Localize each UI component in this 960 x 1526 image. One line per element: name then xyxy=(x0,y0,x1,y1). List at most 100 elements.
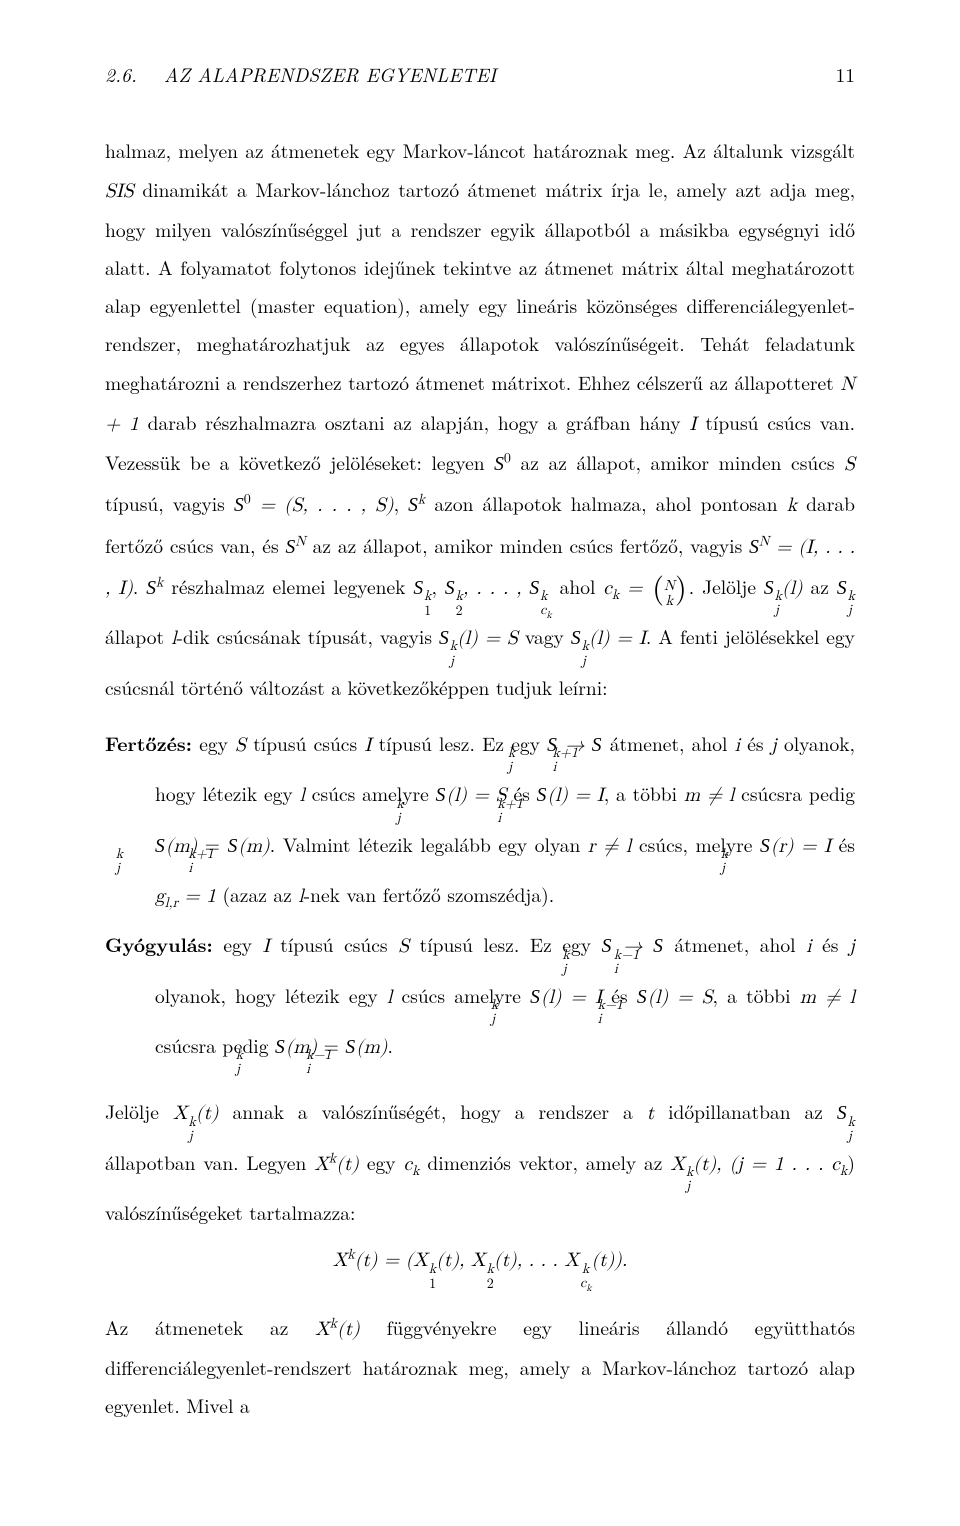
text-es2: és xyxy=(831,830,855,858)
math-g2: S xyxy=(653,936,663,957)
text: az xyxy=(803,572,837,600)
text: időpillanatban az xyxy=(654,1097,837,1125)
supsub-kj2: kj xyxy=(848,589,855,617)
supsub-kj4: kj xyxy=(582,639,589,667)
tail-paragraph-2: Az átmenetek az Xk(t) függvényekre egy l… xyxy=(105,1308,855,1425)
math-Xk-tail: X xyxy=(315,1319,330,1339)
math-rlneq-f: r ≠ l xyxy=(588,836,631,856)
math-SNb: S xyxy=(749,537,759,558)
math-g3: S xyxy=(530,987,540,1008)
math-S0: S xyxy=(494,454,504,475)
sup-k-tail: k xyxy=(330,1316,337,1330)
math-S: S xyxy=(844,454,855,474)
text: egy xyxy=(359,1148,403,1176)
math-eqI-f4: = I xyxy=(568,785,604,805)
math-Xk: X xyxy=(314,1154,329,1174)
math-pl-f4: (l) xyxy=(547,785,568,805)
math-d-eq: (t) = (X xyxy=(355,1250,428,1270)
text: típusú csúcs xyxy=(270,930,399,958)
math-pt-tail: (t) xyxy=(337,1319,360,1339)
text: átmenet, ahol xyxy=(603,729,735,757)
text: . Valmint létezik legalább egy olyan xyxy=(270,830,588,858)
math-Sk1: S xyxy=(413,578,423,599)
supsub-t1: kj xyxy=(188,1115,195,1143)
text: dimenziós vektor, amely az xyxy=(420,1148,671,1176)
text: , a többi xyxy=(604,779,684,807)
math-SN: S xyxy=(285,537,295,558)
math-eqS: = S xyxy=(478,628,518,648)
supsub-d3: kck xyxy=(580,1262,592,1290)
sub-ck-range: k xyxy=(840,1164,847,1178)
math-Ski-f2: S xyxy=(592,735,602,756)
math-Xkj2: X xyxy=(670,1154,685,1174)
header-section-num: 2.6. xyxy=(105,60,137,88)
text: olyanok, hogy létezik egy xyxy=(155,981,387,1009)
math-pl-f3: (l) xyxy=(446,785,467,805)
math-f5: S xyxy=(155,836,165,857)
math-Skj4: S xyxy=(571,628,581,649)
text: -dik csúcsának típusát, vagyis xyxy=(177,622,440,650)
text: állapot xyxy=(105,622,171,650)
math-Sk2b: S xyxy=(445,578,455,599)
math-Skj2: S xyxy=(837,578,847,599)
math-S-f: S xyxy=(235,735,246,755)
math-pt2: (t) xyxy=(336,1154,359,1174)
math-f7: S xyxy=(760,836,770,857)
math-Sk2: S xyxy=(146,578,156,599)
text: csúcsra pedig xyxy=(155,1031,275,1059)
math-glr: g xyxy=(155,886,165,906)
page: 2.6. AZ ALAPRENDSZER EGYENLETEI 11 halma… xyxy=(0,0,960,1526)
math-d-m1: (t), X xyxy=(436,1250,485,1270)
math-eqI: = I xyxy=(610,628,646,648)
math-S0b: S xyxy=(234,495,244,516)
def-gyogyulas: Gyógyulás: egy I típusú csúcs S típusú l… xyxy=(105,925,855,1076)
supsub-k2: k2 xyxy=(456,589,463,617)
math-Skj-l: S xyxy=(764,578,774,599)
math-f4: S xyxy=(537,785,547,806)
sup-0: 0 xyxy=(504,448,511,468)
header-section: 2.6. AZ ALAPRENDSZER EGYENLETEI xyxy=(105,62,496,87)
text: vagy xyxy=(518,622,571,650)
header-page-number: 11 xyxy=(835,62,855,87)
text: az az állapot, amikor minden csúcs fertő… xyxy=(306,531,749,559)
supsub-kck: kck xyxy=(540,589,552,617)
math-S0eq: = (S, . . . , S) xyxy=(251,495,394,515)
text: átmenet, ahol xyxy=(664,930,806,958)
math-Skj-t: S xyxy=(837,1103,847,1124)
math-d-end: (t)). xyxy=(592,1250,628,1270)
tail-paragraph-1: Jelölje Xkj(t) annak a valószínűségét, h… xyxy=(105,1092,855,1231)
header-section-title: AZ ALAPRENDSZER EGYENLETEI xyxy=(164,60,497,88)
math-eqI-g3: = I xyxy=(561,987,602,1007)
sup-d-k: k xyxy=(347,1248,354,1262)
supsub-d2: k2 xyxy=(487,1262,494,1290)
math-eqS-g4: = S xyxy=(668,987,712,1007)
math-parenl3: (l) xyxy=(589,628,610,648)
sup-Nb: N xyxy=(759,534,770,548)
math-Skck: S xyxy=(529,578,539,599)
text: darab részhalmazra osztani az alapján, h… xyxy=(139,408,690,436)
math-I-g: I xyxy=(263,936,270,956)
math-pm-g6: (m) xyxy=(356,1037,387,1057)
display-equation: Xk(t) = (Xk1(t), Xk2(t), . . . Xkck(t)). xyxy=(105,1245,855,1289)
math-eq1: = 1 xyxy=(178,886,216,906)
math-Skj3: S xyxy=(439,628,449,649)
math-dots: , . . . , xyxy=(463,578,529,598)
supsub-t2: kj xyxy=(848,1115,855,1143)
text-esg: és xyxy=(812,930,850,958)
text: egy xyxy=(213,930,263,958)
math-parenl2: (l) xyxy=(457,628,478,648)
running-header: 2.6. AZ ALAPRENDSZER EGYENLETEI 11 xyxy=(105,62,855,87)
text: az az állapot, amikor minden csúcs xyxy=(511,448,844,476)
math-g5: S xyxy=(275,1037,285,1058)
math-binom: (Nk) xyxy=(652,571,687,609)
math-pm-f6: (m) xyxy=(238,836,269,856)
text: , a többi xyxy=(713,981,800,1009)
text: állapotban van. Legyen xyxy=(105,1148,314,1176)
text: ahol xyxy=(552,572,604,600)
sub-ck-t: k xyxy=(412,1164,419,1178)
text: típusú lesz. Ez egy xyxy=(371,729,547,757)
main-paragraph: halmaz, melyen az átmenetek egy Markov-l… xyxy=(105,131,855,705)
math-k: k xyxy=(787,495,797,515)
supsub-kj: kj xyxy=(775,589,782,617)
text: azon állapotok halmaza, ahol pontosan xyxy=(425,489,786,517)
